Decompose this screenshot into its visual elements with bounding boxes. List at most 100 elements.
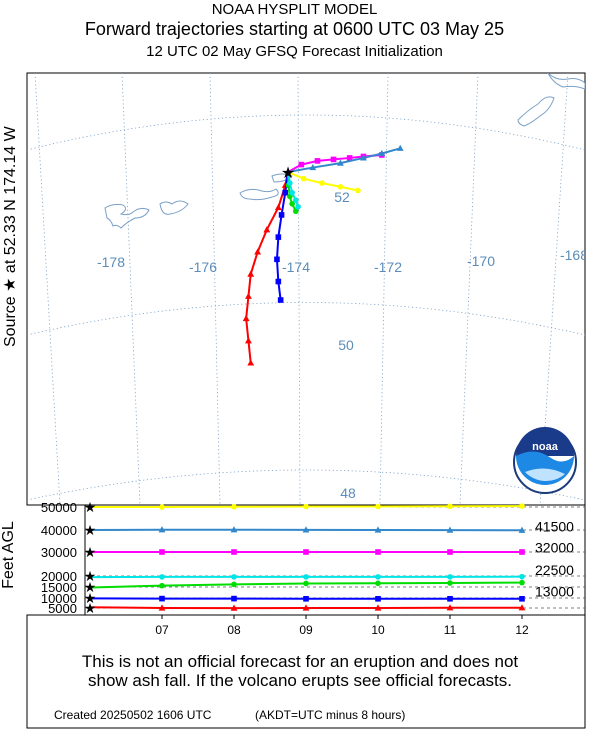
map-trajectory-point (295, 203, 301, 210)
height-trajectory-point (231, 595, 237, 602)
source-star-icon: ★ (281, 165, 295, 182)
start-star-icon: ★ (84, 522, 97, 538)
height-trajectory-point (375, 574, 381, 580)
height-panel-frame (84, 504, 586, 616)
map-trajectory-point (298, 161, 305, 168)
map-trajectory-point (293, 197, 299, 203)
height-trajectory-point (519, 573, 525, 580)
height-y-tick-label: 10000 (41, 591, 77, 606)
map-trajectory-point (245, 337, 252, 344)
start-star-icon: ★ (84, 579, 97, 595)
start-star-icon: ★ (84, 600, 97, 616)
start-star-icon: ★ (84, 590, 97, 606)
map-trajectory-point (275, 234, 282, 240)
map-trajectory-point (396, 144, 404, 151)
height-y-tick-label: 30000 (41, 545, 77, 560)
map-trajectory-point (346, 155, 353, 161)
height-trajectory-point (374, 526, 382, 533)
height-trajectory-point (518, 604, 526, 611)
map-trajectory-point (309, 163, 317, 171)
height-trajectory-point (519, 579, 525, 586)
map-trajectory-point (300, 175, 307, 182)
noaa-logo: noaa (513, 427, 577, 494)
height-trajectory-point (303, 580, 309, 587)
created-timestamp: Created 20250502 1606 UTC (54, 708, 212, 722)
height-trajectory-point (375, 549, 381, 555)
graticule (27, 73, 585, 505)
height-right-labels: 41500 32000 22500 13000 (535, 519, 574, 600)
map-trajectory-line (287, 147, 401, 173)
height-trajectory-point (303, 503, 309, 510)
height-trajectory-point (230, 526, 238, 533)
height-trajectory-point (158, 604, 166, 611)
logo-text: noaa (532, 441, 559, 453)
height-trajectory-point (159, 504, 165, 510)
map-trajectory-point (282, 189, 289, 196)
coastline (104, 73, 585, 229)
height-trajectory-point (159, 574, 165, 580)
lon-label: -178 (97, 254, 125, 270)
height-trajectory-point (231, 503, 237, 510)
time-tick-label: 10 (371, 623, 385, 637)
map-trajectory-point (314, 158, 321, 164)
height-right-label: 32000 (535, 540, 574, 556)
lon-label: -172 (374, 259, 402, 275)
map-trajectory-point (254, 248, 262, 255)
map-trajectory-point (275, 278, 282, 285)
height-trajectory-point (231, 581, 237, 588)
height-y-tick-label: 15000 (41, 580, 77, 595)
height-trajectory-point (230, 604, 238, 611)
disclaimer-line-1: This is not an official forecast for an … (81, 652, 519, 671)
chart-subtitle: 12 UTC 02 May GFSQ Forecast Initializati… (146, 43, 443, 60)
height-trajectory-point (446, 604, 454, 611)
map-trajectory-point (337, 184, 344, 190)
height-trajectory-point (518, 526, 526, 533)
lon-label: -174 (282, 259, 310, 275)
map-coordinate-labels: -178 -176 -174 -172 -170 -168 52 50 48 (97, 189, 585, 501)
height-right-label: 13000 (535, 583, 574, 599)
map-trajectory-point (287, 180, 293, 186)
height-right-label: 22500 (535, 562, 574, 578)
height-y-tick-label: 20000 (41, 569, 77, 584)
height-trajectory-point (303, 596, 309, 602)
map-trajectory-point (247, 270, 255, 277)
chart-title: Forward trajectories starting at 0600 UT… (84, 19, 505, 39)
footer-frame (26, 614, 586, 729)
map-trajectory-point (289, 189, 295, 196)
height-trajectory-point (375, 596, 381, 602)
height-trajectory-point (447, 580, 453, 586)
map-trajectory-point (289, 201, 295, 207)
height-trajectory-point (374, 604, 382, 611)
map-trajectory-point (337, 159, 344, 166)
start-star-icon: ★ (84, 499, 97, 515)
height-y-tick-label: 5000 (48, 601, 77, 616)
lon-label: -170 (467, 253, 495, 269)
map-trajectory-point (378, 149, 386, 157)
map-trajectory-point (263, 226, 271, 233)
map-trajectory-point (293, 208, 299, 215)
trajectory-series (242, 144, 404, 366)
height-trajectory-point (158, 526, 166, 533)
height-trajectory-point (519, 549, 525, 555)
map-trajectory-point (247, 359, 255, 366)
time-tick-label: 09 (299, 623, 313, 637)
time-axis-ticks: 07 08 09 10 11 12 (155, 615, 529, 637)
time-tick-label: 08 (227, 623, 241, 637)
height-trajectory-point (302, 526, 310, 533)
map-trajectory-point (278, 212, 285, 218)
map-frame (26, 72, 586, 506)
time-tick-label: 11 (444, 623, 457, 637)
height-trajectory-point (375, 503, 381, 510)
map-layer: -178 -176 -174 -172 -170 -168 52 50 48 ★ (27, 73, 585, 505)
time-tick-label: 12 (515, 623, 529, 637)
model-title: NOAA HYSPLIT MODEL (211, 1, 378, 18)
timezone-note: (AKDT=UTC minus 8 hours) (255, 708, 406, 722)
height-series (89, 503, 526, 611)
height-right-label: 41500 (535, 519, 574, 535)
map-trajectory-point (274, 256, 280, 263)
disclaimer-line-2: show ash fall. If the volcano erupts see… (88, 671, 512, 690)
map-trajectory-line (245, 171, 289, 364)
map-trajectory-point (274, 203, 282, 211)
time-tick-label: 07 (155, 623, 169, 637)
